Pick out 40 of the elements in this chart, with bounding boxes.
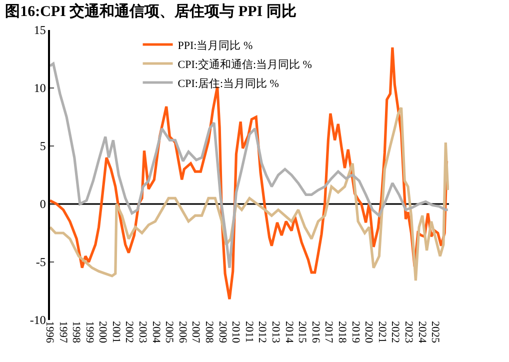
x-tick-label: 2001 [110, 321, 122, 343]
y-tick-label: 0 [40, 197, 46, 212]
x-tick-label: 2018 [336, 321, 348, 344]
line-series [50, 106, 449, 282]
legend-label: CPI:交通和通信:当月同比 % [178, 58, 312, 71]
x-tick-label: 2014 [282, 321, 295, 344]
x-tick-label: 2002 [123, 321, 136, 343]
x-tick-label: 2010 [230, 321, 242, 344]
x-tick-label: 2025 [429, 321, 442, 344]
x-tick-label: 2011 [242, 321, 255, 343]
y-tick-label: -5 [36, 255, 46, 270]
x-tick-label: 2008 [203, 321, 216, 344]
x-tick-label: 2019 [349, 321, 362, 344]
y-tick-label: 15 [34, 23, 46, 38]
y-tick-label: -10 [30, 313, 46, 328]
x-tick-label: 2004 [150, 321, 162, 344]
x-tick-label: 2016 [309, 321, 322, 344]
x-tick-label: 1998 [70, 321, 82, 344]
x-tick-label: 2020 [362, 321, 375, 344]
x-tick-label: 2005 [163, 321, 176, 344]
x-tick-label: 2006 [176, 321, 188, 344]
legend-label: PPI:当月同比 % [178, 38, 253, 52]
x-tick-label: 2021 [376, 321, 388, 343]
x-tick-label: 2013 [270, 321, 282, 344]
x-tick-label: 2007 [190, 321, 202, 344]
y-tick-label: 5 [40, 139, 46, 154]
x-tick-label: 2017 [322, 321, 335, 344]
x-tick-label: 2000 [96, 321, 109, 344]
x-tick-label: 2024 [416, 321, 428, 344]
x-tick-label: 2022 [389, 321, 402, 343]
chart-title: 图16:CPI 交通和通信项、居住项与 PPI 同比 [5, 2, 296, 20]
x-tick-label: 1999 [83, 321, 96, 344]
x-tick-label: 2015 [296, 321, 308, 344]
x-tick-label: 2003 [136, 321, 149, 344]
legend-label: CPI:居住:当月同比 % [178, 76, 279, 90]
x-tick-label: 2012 [256, 321, 268, 343]
x-tick-label: 2023 [402, 321, 415, 344]
x-tick-label: 2009 [216, 321, 228, 344]
y-tick-label: 10 [34, 81, 46, 96]
x-tick-label: 1997 [56, 321, 69, 344]
